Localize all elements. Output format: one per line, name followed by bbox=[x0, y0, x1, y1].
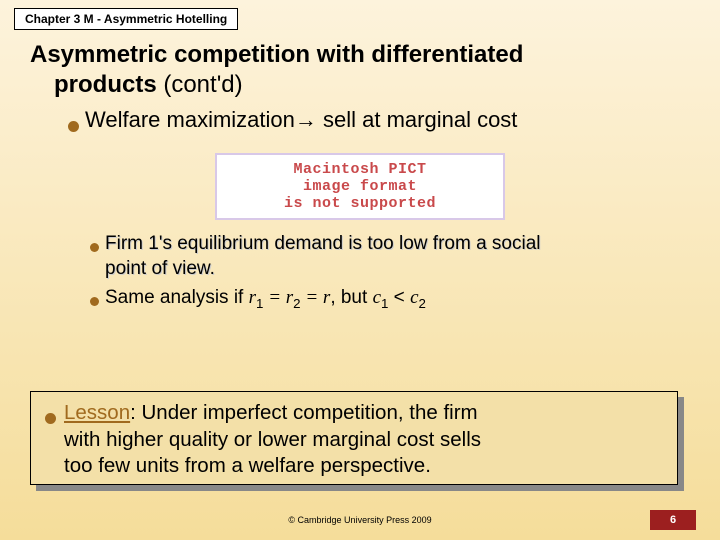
sub2-but: , but bbox=[330, 287, 372, 308]
sub2-lt: < bbox=[388, 287, 410, 308]
chapter-tab: Chapter 3 M - Asymmetric Hotelling bbox=[14, 8, 238, 30]
bullet-welfare-b: sell at marginal cost bbox=[317, 107, 518, 132]
lesson-rest3: too few units from a welfare perspective… bbox=[64, 454, 431, 477]
pict-line3: is not supported bbox=[227, 195, 493, 212]
lesson-word: Lesson bbox=[64, 401, 130, 424]
bullet-welfare: Welfare maximization→ sell at marginal c… bbox=[68, 106, 690, 135]
sub2-c2: c bbox=[410, 287, 418, 308]
copyright-text: © Cambridge University Press 2009 bbox=[0, 515, 720, 525]
pict-line2: image format bbox=[227, 178, 493, 195]
sub-bullet-same-analysis: Same analysis if r1 = r2 = r, but c1 < c… bbox=[90, 286, 690, 312]
lesson-rest2: with higher quality or lower marginal co… bbox=[64, 428, 481, 451]
sub-bullet-firm1: Firm 1's equilibrium demand is too low f… bbox=[90, 232, 690, 281]
sub2-eq2: = bbox=[301, 287, 323, 308]
pict-unsupported-box: Macintosh PICT image format is not suppo… bbox=[215, 153, 505, 221]
lesson-rest1: : Under imperfect competition, the firm bbox=[130, 401, 478, 424]
sub2-r2-sub: 2 bbox=[293, 296, 300, 311]
sub2-c1: c bbox=[373, 287, 381, 308]
page-number-badge: 6 bbox=[650, 510, 696, 530]
slide-title-line2: products (cont'd) bbox=[30, 70, 690, 100]
bullet-dot-icon bbox=[90, 243, 99, 252]
pict-line1: Macintosh PICT bbox=[227, 161, 493, 178]
sub2-pre: Same analysis if bbox=[105, 287, 249, 308]
bullet-dot-icon bbox=[45, 413, 56, 424]
lesson-box: Lesson: Under imperfect competition, the… bbox=[30, 391, 678, 485]
sub1-line1: Firm 1's equilibrium demand is too low f… bbox=[105, 233, 541, 254]
title-contd: (cont'd) bbox=[157, 71, 243, 98]
bullet-welfare-a: Welfare maximization bbox=[85, 107, 295, 132]
bullet-dot-icon bbox=[90, 297, 99, 306]
sub2-r1: r bbox=[249, 287, 256, 308]
sub2-c2-sub: 2 bbox=[419, 296, 426, 311]
sub2-eq1: = bbox=[263, 287, 285, 308]
title-products: products bbox=[54, 71, 157, 98]
arrow-icon: → bbox=[295, 107, 317, 132]
sub1-line2: point of view. bbox=[105, 258, 215, 279]
slide-title-line1: Asymmetric competition with differentiat… bbox=[30, 40, 690, 70]
bullet-dot-icon bbox=[68, 121, 79, 132]
